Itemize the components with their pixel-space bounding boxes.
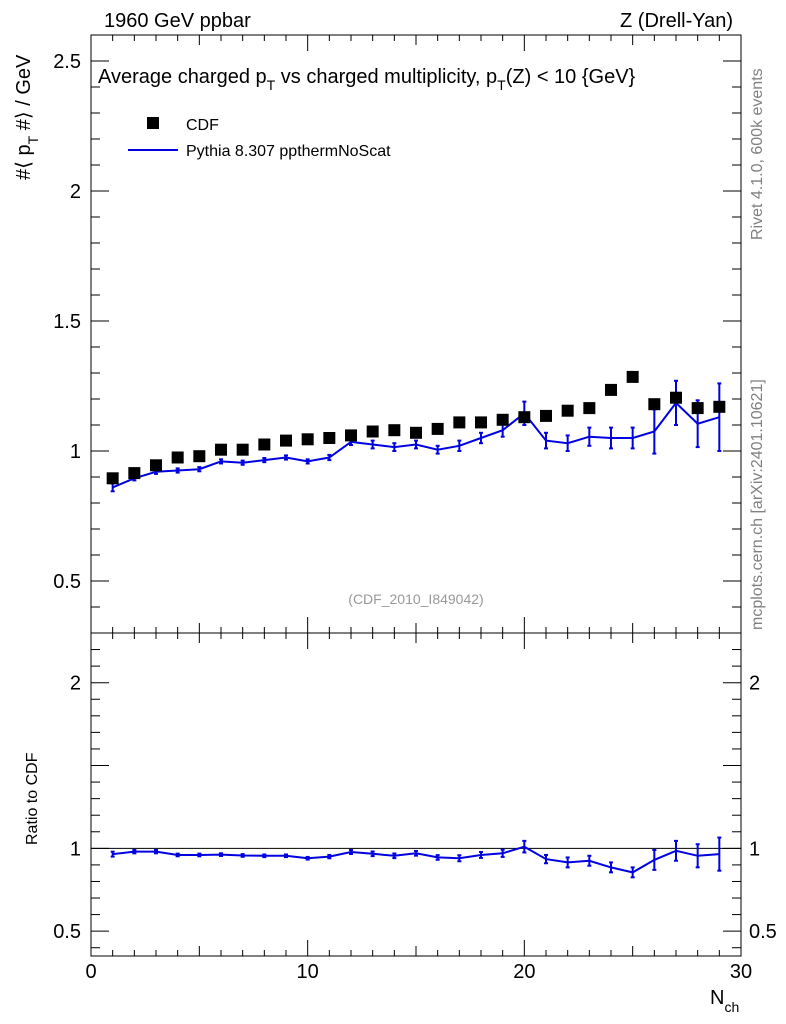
ratio-y-tick-label-right: 0.5 (749, 921, 777, 943)
cdf-point (150, 459, 162, 472)
header-left-label: 1960 GeV ppbar (104, 10, 251, 32)
ratio-y-tick-label: 1 (70, 838, 81, 860)
ratio-y-tick-label: 0.5 (53, 921, 81, 943)
cdf-point (540, 409, 552, 422)
cdf-point (106, 472, 119, 485)
cdf-point (475, 416, 487, 429)
main-y-axis-label: #⟨ pT #⟩ / GeV (13, 54, 41, 180)
cdf-point (323, 432, 336, 444)
cdf-point (128, 467, 141, 480)
cdf-point (431, 422, 444, 435)
cdf-point (258, 438, 271, 451)
cdf-point (648, 398, 661, 411)
cdf-point (301, 433, 314, 446)
cdf-point (215, 443, 227, 456)
xlabel-main: N (710, 987, 724, 1009)
title-part-2: vs charged multiplicity, p (275, 66, 497, 88)
legend: CDF Pythia 8.307 ppthermNoScat (128, 117, 391, 160)
x-tick-label: 10 (297, 961, 319, 983)
header-right-label: Z (Drell-Yan) (620, 10, 733, 32)
cdf-point (171, 451, 184, 464)
main-y-tick-label: 2.5 (53, 51, 81, 73)
ylabel-part-b: #⟩ / GeV (13, 54, 35, 136)
main-y-tick-label: 1 (70, 441, 81, 463)
main-y-tick-label: 1.5 (53, 311, 81, 333)
cdf-point (496, 413, 509, 426)
xlabel-sub: ch (724, 999, 739, 1015)
mcplots-label: mcplots.cern.ch [arXiv:2401.10621] (749, 379, 766, 630)
title-part-1: Average charged p (98, 66, 267, 88)
main-x-ticks (90, 35, 742, 633)
x-tick-label: 0 (85, 961, 96, 983)
ylabel-part-a: #⟨ p (13, 144, 35, 180)
x-tick-label: 30 (730, 961, 752, 983)
legend-pythia-label: Pythia 8.307 ppthermNoScat (186, 143, 391, 160)
ratio-x-ticks: 0 10 20 30 (85, 633, 752, 983)
cdf-point (626, 370, 639, 383)
ratio-y-tick-label: 2 (70, 673, 81, 695)
analysis-id-label: (CDF_2010_I849042) (348, 591, 483, 607)
main-y-tick-label: 0.5 (53, 571, 81, 593)
x-tick-label: 20 (513, 961, 535, 983)
ratio-y-ticks: 0.5 0.5 1 1 2 2 (53, 632, 777, 949)
x-axis-label: Nch (710, 987, 739, 1015)
cdf-point (388, 424, 401, 437)
cdf-point (583, 402, 596, 415)
cdf-point (561, 404, 574, 417)
cdf-point (280, 434, 292, 447)
main-y-tick-label: 2 (70, 181, 81, 203)
main-title: Average charged pT vs charged multiplici… (98, 66, 636, 93)
legend-cdf-marker (147, 117, 159, 129)
ylabel-sub: T (25, 135, 41, 144)
ratio-y-tick-label-right: 1 (749, 838, 760, 860)
cdf-point (453, 416, 466, 429)
cdf-point (605, 383, 617, 396)
title-sub-1: T (267, 77, 276, 93)
cdf-point (691, 402, 704, 415)
legend-cdf-label: CDF (186, 117, 219, 134)
title-part-3: (Z) < 10 {GeV} (506, 66, 636, 88)
cdf-point (518, 411, 531, 424)
cdf-series (106, 370, 726, 485)
title-sub-2: T (497, 77, 506, 93)
cdf-point (345, 429, 357, 442)
main-y-ticks: 0.5 1 1.5 2 2.5 (53, 34, 741, 634)
cdf-point (713, 400, 726, 413)
ratio-series (110, 836, 722, 879)
cdf-point (670, 391, 682, 404)
ratio-y-tick-label-right: 2 (749, 673, 760, 695)
cdf-point (236, 443, 249, 456)
cdf-point (366, 425, 379, 438)
ratio-panel-frame (90, 632, 742, 957)
ratio-y-axis-label: Ratio to CDF (24, 752, 41, 845)
rivet-label: Rivet 4.1.0, 600k events (749, 68, 766, 240)
cdf-point (193, 450, 206, 463)
cdf-point (410, 426, 422, 439)
